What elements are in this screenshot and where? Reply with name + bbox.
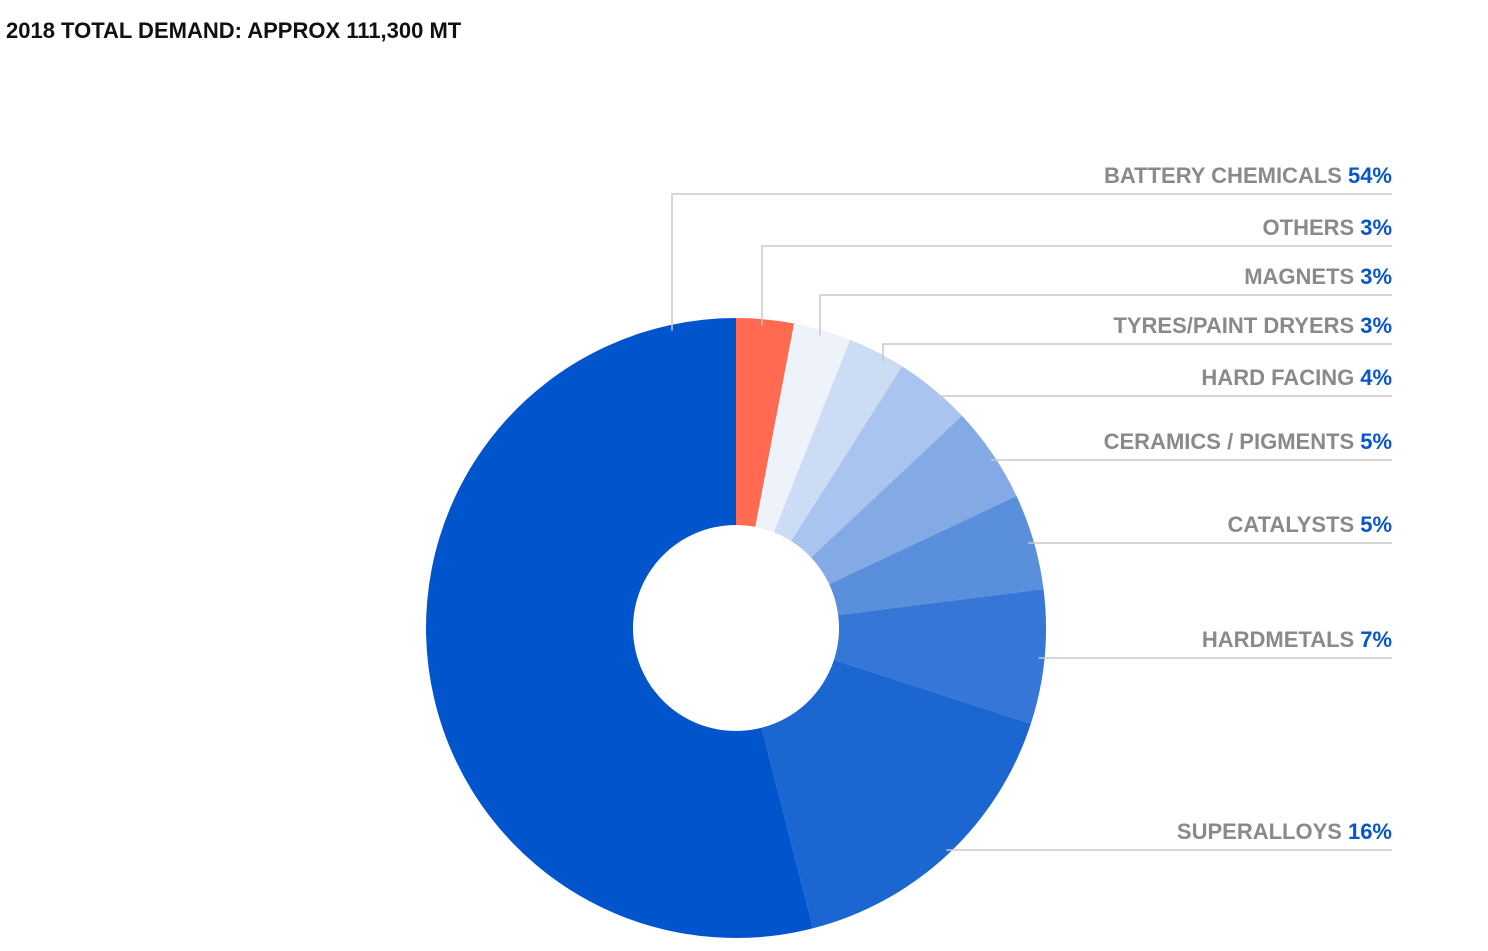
slice-label: MAGNETS 3% bbox=[1244, 264, 1392, 289]
category-name: SUPERALLOYS bbox=[1177, 819, 1342, 844]
slice-label: HARDMETALS 7% bbox=[1202, 627, 1392, 652]
chart-title: 2018 TOTAL DEMAND: APPROX 111,300 MT bbox=[6, 18, 462, 43]
value-label: 54% bbox=[1348, 163, 1392, 188]
category-name: CATALYSTS bbox=[1227, 512, 1354, 537]
category-name: TYRES/PAINT DRYERS bbox=[1113, 313, 1354, 338]
leader-line bbox=[761, 245, 1392, 326]
leader-line bbox=[819, 294, 1392, 336]
value-label: 3% bbox=[1360, 313, 1392, 338]
donut-slice bbox=[425, 318, 814, 938]
donut-slice bbox=[811, 415, 1017, 585]
slice-label: TYRES/PAINT DRYERS 3% bbox=[1113, 313, 1392, 338]
value-label: 16% bbox=[1348, 819, 1392, 844]
leader-line bbox=[882, 343, 1392, 362]
value-label: 7% bbox=[1360, 627, 1392, 652]
donut-slice bbox=[829, 496, 1044, 616]
slice-label: CERAMICS / PIGMENTS 5% bbox=[1104, 429, 1392, 454]
value-label: 5% bbox=[1360, 512, 1392, 537]
slice-label: HARD FACING 4% bbox=[1201, 365, 1392, 390]
category-name: BATTERY CHEMICALS bbox=[1104, 163, 1342, 188]
category-name: CERAMICS / PIGMENTS bbox=[1104, 429, 1355, 454]
donut-slice bbox=[773, 339, 903, 542]
donut-slice bbox=[736, 318, 795, 527]
value-label: 5% bbox=[1360, 429, 1392, 454]
donut-slice bbox=[761, 659, 1031, 929]
category-name: HARDMETALS bbox=[1202, 627, 1354, 652]
slice-label: CATALYSTS 5% bbox=[1227, 512, 1392, 537]
donut-slice bbox=[833, 589, 1046, 724]
category-name: MAGNETS bbox=[1244, 264, 1354, 289]
slice-label: BATTERY CHEMICALS 54% bbox=[1104, 163, 1392, 188]
category-name: OTHERS bbox=[1263, 215, 1355, 240]
category-name: HARD FACING bbox=[1201, 365, 1354, 390]
value-label: 3% bbox=[1360, 264, 1392, 289]
slice-label: SUPERALLOYS 16% bbox=[1177, 819, 1392, 844]
leader-line bbox=[939, 395, 1392, 401]
slice-label: OTHERS 3% bbox=[1263, 215, 1392, 240]
leader-line bbox=[671, 193, 1392, 331]
value-label: 3% bbox=[1360, 215, 1392, 240]
donut-slice bbox=[755, 323, 851, 533]
donut-slice bbox=[791, 366, 962, 558]
value-label: 4% bbox=[1360, 365, 1392, 390]
